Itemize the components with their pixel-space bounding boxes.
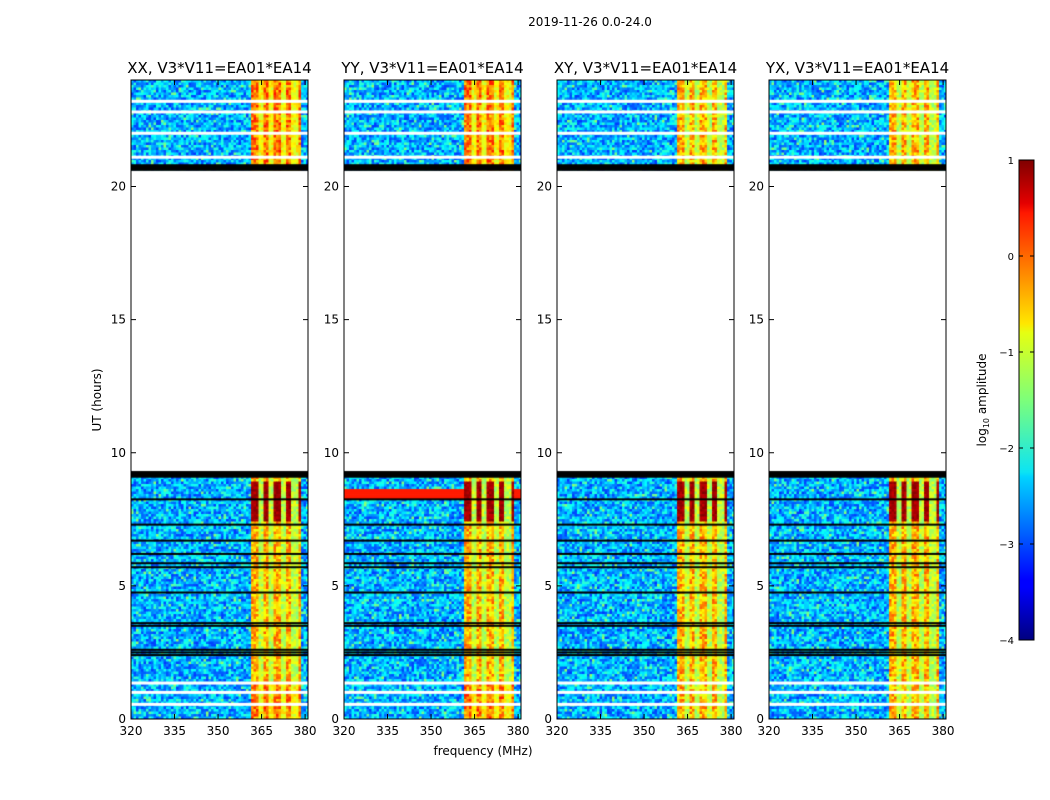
panel-xy-frame bbox=[556, 79, 735, 720]
colorbar-tick-label: −3 bbox=[999, 540, 1014, 551]
x-tick-label: 350 bbox=[845, 724, 868, 738]
panel-yy-title: YY, V3*V11=EA01*EA14 bbox=[340, 59, 523, 77]
y-tick-label: 15 bbox=[111, 313, 126, 327]
colorbar-gradient bbox=[1018, 159, 1035, 641]
panel-xx: XX, V3*V11=EA01*EA14 320 335 350 365 380 0 5 10 1… bbox=[111, 59, 317, 738]
figure-suptitle: 2019-11-26 0.0-24.0 bbox=[528, 15, 652, 29]
colorbar-tick-label: −1 bbox=[999, 348, 1014, 359]
y-tick-label: 0 bbox=[544, 712, 552, 726]
x-tick-label: 380 bbox=[932, 724, 955, 738]
panel-yx: YX, V3*V11=EA01*EA14 320 335 350 365 380 0 5 10 1… bbox=[749, 59, 955, 738]
x-tick-label: 335 bbox=[801, 724, 824, 738]
y-tick-label: 20 bbox=[537, 180, 552, 194]
panel-xy: XY, V3*V11=EA01*EA14 320 335 350 365 380 0 5 10 1… bbox=[537, 59, 743, 738]
panel-xx-heatmap bbox=[131, 80, 308, 719]
x-tick-label: 350 bbox=[207, 724, 230, 738]
colorbar-label-main: log bbox=[975, 428, 989, 446]
colorbar-label: log10 amplitude bbox=[975, 354, 991, 447]
x-tick-label: 320 bbox=[120, 724, 143, 738]
y-tick-label: 15 bbox=[324, 313, 339, 327]
y-tick-label: 10 bbox=[749, 446, 764, 460]
colorbar-label-sub: 10 bbox=[982, 418, 991, 428]
y-tick-label: 20 bbox=[749, 180, 764, 194]
y-tick-label: 20 bbox=[324, 180, 339, 194]
panel-xx-frame bbox=[130, 79, 309, 720]
y-tick-label: 15 bbox=[749, 313, 764, 327]
y-axis-label: UT (hours) bbox=[90, 368, 104, 431]
x-tick-label: 320 bbox=[758, 724, 781, 738]
colorbar: 10−1−2−3−4 log10 amplitude bbox=[975, 156, 1035, 647]
y-tick-label: 0 bbox=[756, 712, 764, 726]
y-tick-label: 5 bbox=[118, 579, 126, 593]
x-tick-label: 335 bbox=[589, 724, 612, 738]
y-tick-label: 20 bbox=[111, 180, 126, 194]
x-tick-label: 320 bbox=[333, 724, 356, 738]
x-tick-label: 380 bbox=[294, 724, 317, 738]
panel-xx-title: XX, V3*V11=EA01*EA14 bbox=[127, 59, 311, 77]
x-tick-label: 365 bbox=[250, 724, 273, 738]
colorbar-ticks: 1 0 −1 −2 −3 −4 bbox=[999, 156, 1034, 647]
y-tick-label: 10 bbox=[537, 446, 552, 460]
panel-xy-title: XY, V3*V11=EA01*EA14 bbox=[554, 59, 737, 77]
y-tick-label: 5 bbox=[331, 579, 339, 593]
panel-xy-heatmap bbox=[557, 80, 734, 719]
y-tick-label: 0 bbox=[331, 712, 339, 726]
y-tick-label: 10 bbox=[111, 446, 126, 460]
x-tick-label: 350 bbox=[420, 724, 443, 738]
x-tick-label: 320 bbox=[546, 724, 569, 738]
colorbar-tick-label: 0 bbox=[1008, 252, 1014, 263]
x-tick-label: 335 bbox=[376, 724, 399, 738]
x-tick-label: 380 bbox=[720, 724, 743, 738]
colorbar-tick-label: 1 bbox=[1008, 156, 1014, 167]
colorbar-tick-label: −2 bbox=[999, 444, 1014, 455]
panel-yy-frame bbox=[343, 79, 522, 720]
y-tick-label: 15 bbox=[537, 313, 552, 327]
panel-yx-title: YX, V3*V11=EA01*EA14 bbox=[765, 59, 949, 77]
x-tick-label: 380 bbox=[507, 724, 530, 738]
x-tick-label: 350 bbox=[633, 724, 656, 738]
y-tick-label: 0 bbox=[118, 712, 126, 726]
panel-yy-heatmap bbox=[344, 80, 521, 719]
x-tick-label: 365 bbox=[888, 724, 911, 738]
x-tick-label: 335 bbox=[163, 724, 186, 738]
panels: XX, V3*V11=EA01*EA14 320 335 350 365 380 0 5 10 1… bbox=[111, 59, 955, 738]
panel-yx-frame bbox=[768, 79, 947, 720]
y-tick-label: 5 bbox=[756, 579, 764, 593]
x-tick-label: 365 bbox=[463, 724, 486, 738]
y-tick-label: 5 bbox=[544, 579, 552, 593]
panel-yy: YY, V3*V11=EA01*EA14 320 335 350 365 380 0 5 10 1… bbox=[324, 59, 530, 738]
panel-yx-heatmap bbox=[769, 80, 946, 719]
x-axis-label: frequency (MHz) bbox=[433, 744, 532, 758]
x-tick-label: 365 bbox=[676, 724, 699, 738]
colorbar-tick-label: −4 bbox=[999, 636, 1014, 647]
y-tick-label: 10 bbox=[324, 446, 339, 460]
colorbar-label-rest: amplitude bbox=[975, 354, 989, 418]
